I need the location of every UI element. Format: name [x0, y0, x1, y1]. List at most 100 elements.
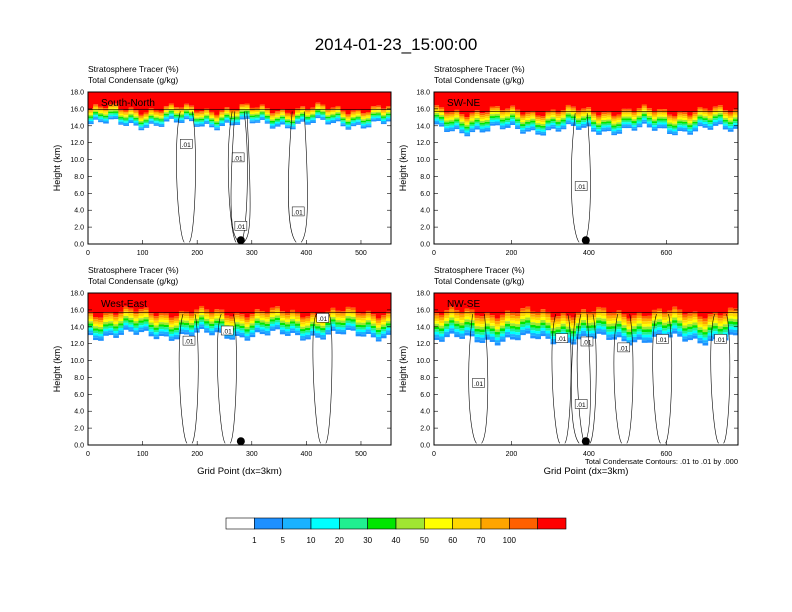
tracer-band	[560, 326, 567, 330]
tracer-band	[575, 120, 582, 123]
tracer-band	[229, 318, 236, 322]
tracer-band	[449, 127, 455, 130]
tracer-band	[153, 336, 160, 340]
tracer-band	[636, 111, 643, 114]
tracer-band	[113, 326, 119, 329]
tracer-band	[350, 323, 357, 327]
tracer-band	[540, 127, 547, 130]
tracer-band	[320, 330, 326, 333]
tracer-band	[515, 119, 521, 122]
tracer-band	[123, 116, 129, 119]
tracer-band	[158, 329, 165, 332]
tracer-band	[631, 92, 638, 112]
tracer-band	[269, 314, 276, 318]
tracer-band	[219, 118, 225, 120]
tracer-band	[656, 92, 663, 110]
tracer-band	[128, 293, 135, 309]
tracer-band	[138, 322, 145, 326]
tracer-band	[565, 112, 572, 115]
tracer-band	[560, 110, 567, 112]
tracer-band	[636, 337, 643, 340]
tracer-band	[580, 330, 587, 334]
tracer-band	[727, 112, 734, 115]
tracer-band	[259, 327, 266, 330]
tracer-band	[365, 317, 372, 321]
tracer-band	[189, 92, 195, 106]
tracer-band	[540, 322, 547, 326]
tracer-band	[133, 318, 140, 322]
tracer-band	[360, 320, 367, 323]
tracer-band	[439, 320, 445, 324]
tracer-band	[499, 328, 506, 332]
tracer-band	[434, 116, 440, 119]
tracer-band	[444, 331, 450, 335]
tracer-band	[626, 329, 633, 332]
tracer-band	[254, 119, 261, 122]
tracer-band	[667, 315, 673, 319]
tracer-band	[249, 114, 256, 116]
tracer-band	[621, 126, 628, 129]
tracer-band	[315, 104, 321, 106]
tracer-band	[565, 106, 572, 109]
tracer-band	[209, 330, 215, 333]
tracer-band	[565, 326, 572, 330]
tracer-band	[479, 120, 486, 123]
tracer-band	[315, 115, 321, 117]
tracer-band	[355, 293, 362, 314]
tracer-band	[570, 106, 577, 109]
tracer-band	[279, 293, 286, 312]
tracer-band	[214, 122, 220, 125]
tracer-band	[479, 318, 486, 322]
tracer-band	[88, 92, 94, 109]
y-axis-label: Height (km)	[398, 145, 408, 192]
tracer-band	[459, 293, 465, 313]
tracer-band	[163, 324, 170, 328]
tracer-band	[439, 113, 445, 116]
tracer-band	[295, 111, 301, 114]
tracer-band	[189, 113, 195, 115]
tracer-band	[444, 128, 450, 131]
tracer-band	[687, 132, 693, 135]
tracer-band	[274, 317, 281, 321]
tracer-band	[375, 117, 382, 120]
tracer-band	[209, 122, 215, 125]
tracer-band	[143, 112, 150, 114]
tracer-band	[535, 123, 541, 126]
tracer-band	[148, 315, 155, 318]
tracer-band	[204, 311, 210, 315]
tracer-band	[520, 92, 526, 115]
tracer-band	[459, 317, 465, 321]
contour-label-box	[656, 334, 669, 344]
tracer-band	[454, 109, 460, 112]
tracer-band	[449, 129, 455, 132]
tracer-band	[93, 326, 99, 329]
tracer-band	[138, 122, 145, 125]
tracer-band	[269, 127, 276, 129]
tracer-band	[560, 115, 567, 118]
tracer-band	[540, 314, 547, 318]
tracer-band	[646, 121, 653, 124]
tracer-band	[504, 116, 511, 119]
tracer-band	[360, 122, 367, 124]
tracer-band	[199, 312, 205, 316]
tracer-band	[651, 117, 658, 120]
tracer-band	[596, 320, 602, 324]
tracer-band	[199, 112, 205, 115]
tracer-band	[385, 332, 391, 335]
tracer-band	[732, 109, 738, 112]
tracer-band	[651, 293, 658, 310]
x-tick-label: 300	[246, 250, 258, 257]
tracer-band	[591, 322, 597, 326]
tracer-band	[88, 121, 94, 123]
tracer-band	[249, 325, 256, 328]
tracer-band	[290, 326, 296, 329]
colorbar-swatch	[310, 517, 340, 530]
tracer-band	[320, 118, 326, 120]
tracer-band	[732, 316, 738, 320]
tracer-band	[687, 329, 693, 333]
tracer-band	[687, 119, 693, 122]
tracer-band	[214, 327, 220, 330]
tracer-band	[98, 111, 104, 113]
tracer-band	[163, 313, 170, 316]
